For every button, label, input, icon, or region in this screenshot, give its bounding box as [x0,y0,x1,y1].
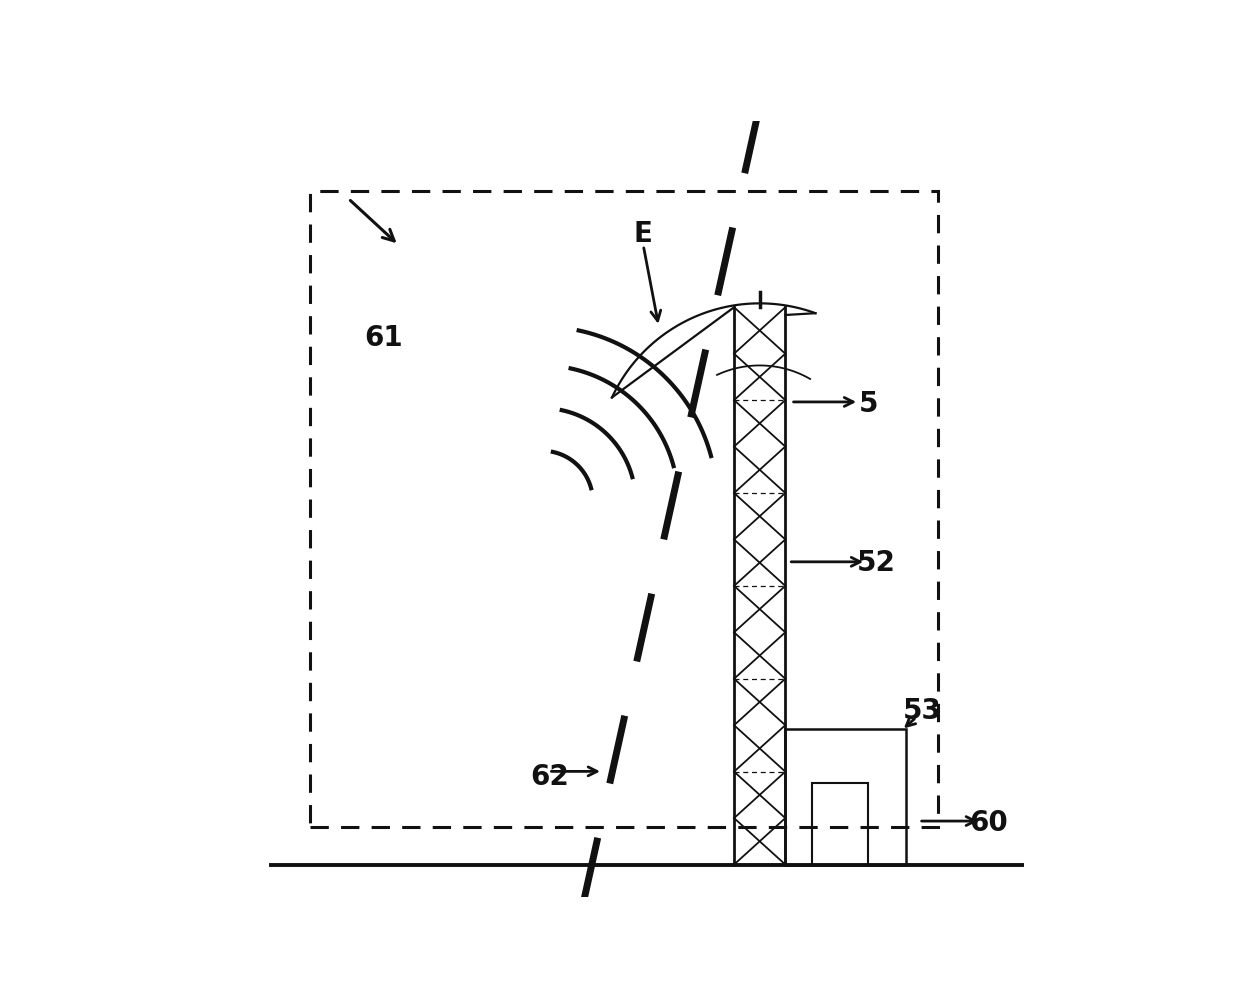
Bar [310,191,939,828]
Bar [785,729,905,865]
Text: 5: 5 [858,390,878,418]
Text: 53: 53 [903,697,942,725]
Text: 61: 61 [363,325,403,352]
Text: E: E [634,220,652,248]
Text: 52: 52 [857,549,895,578]
Text: 60: 60 [970,809,1008,838]
Text: 62: 62 [531,763,569,791]
Bar [812,783,868,865]
